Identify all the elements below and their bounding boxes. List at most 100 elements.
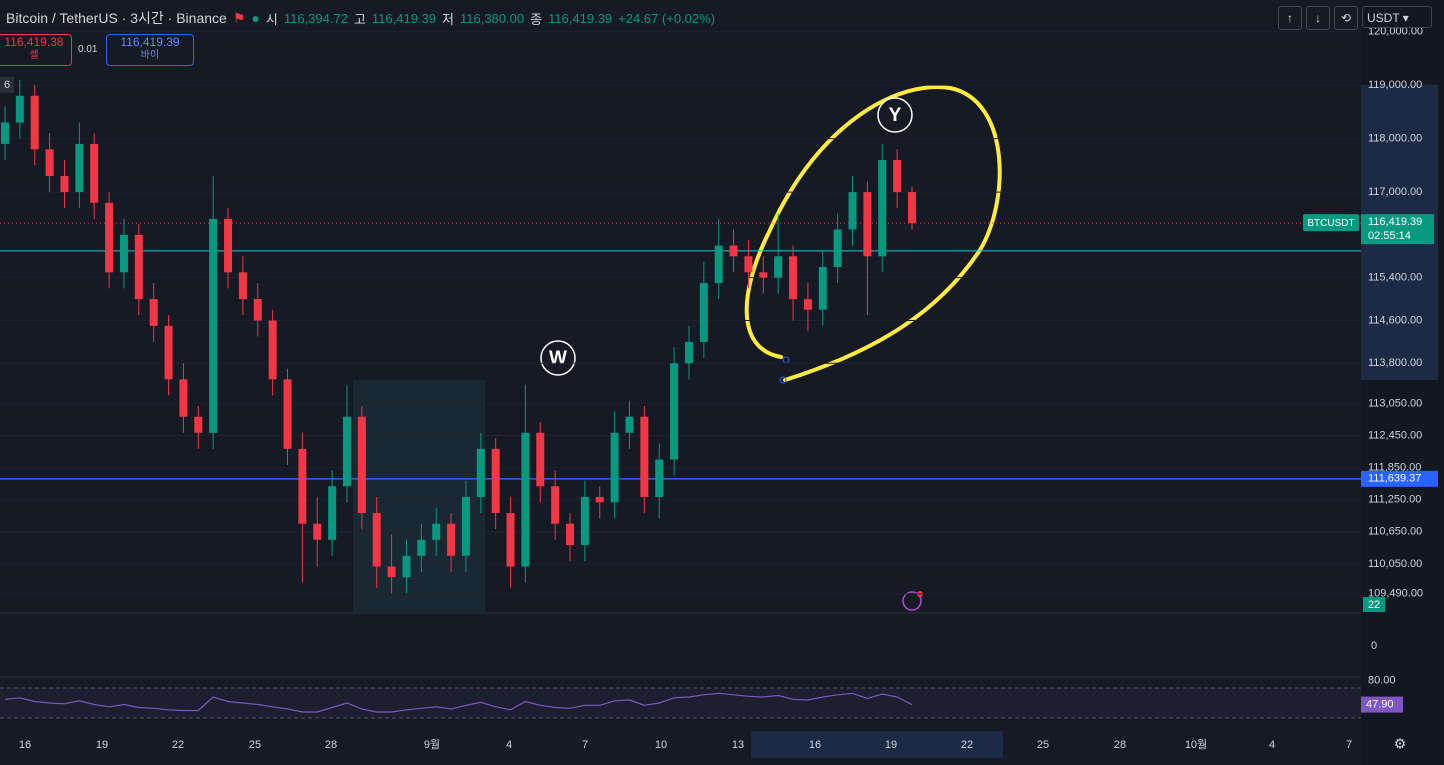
- candle-body: [699, 283, 708, 342]
- price-tag: [1361, 214, 1434, 245]
- candle-body: [30, 95, 39, 150]
- candle-body: [313, 523, 322, 540]
- candle-body: [729, 245, 738, 257]
- x-tick-label: 10: [655, 739, 667, 751]
- y-tick-label: 115,400.00: [1368, 272, 1422, 284]
- ohlc-label: 저: [442, 11, 454, 27]
- symbol-tag-text: BTCUSDT: [1307, 218, 1354, 229]
- candle-body: [372, 513, 381, 567]
- badge: 6: [0, 77, 14, 93]
- anchor: [779, 376, 787, 384]
- candle-body: [194, 416, 203, 433]
- ohlc-value: 116,419.39: [371, 10, 437, 26]
- currency-select[interactable]: USDT ▾: [1362, 6, 1432, 28]
- candle-body: [506, 513, 515, 567]
- y-tick-label: 114,600.00: [1368, 314, 1422, 326]
- candle-body: [119, 234, 128, 273]
- candle-body: [848, 192, 857, 230]
- symbol-tag: [1303, 214, 1359, 232]
- candle-body: [283, 379, 292, 449]
- buy-label: 바이: [140, 50, 160, 61]
- candle-body: [164, 325, 173, 380]
- x-tick-label: 28: [1114, 739, 1126, 751]
- candle-body: [536, 432, 545, 487]
- volume-badge: [1363, 597, 1385, 612]
- y-tick-label: 109,490.00: [1368, 588, 1423, 600]
- sell-label: 셀: [29, 50, 39, 61]
- buy-price: 116,419.39: [120, 35, 180, 49]
- wave-label: Y: [889, 105, 902, 126]
- candle-body: [461, 496, 470, 556]
- y-tick-label: 113,800.00: [1368, 357, 1422, 369]
- down-button[interactable]: ↓: [1306, 6, 1330, 30]
- wave-label: W: [549, 348, 567, 369]
- x-tick-label: 28: [325, 739, 337, 751]
- x-tick-label: 4: [506, 739, 512, 751]
- candle-body: [75, 143, 84, 193]
- candle-body: [595, 496, 604, 503]
- sell-button[interactable]: 116,419.38 셀: [0, 34, 72, 66]
- x-tick-label: 7: [1346, 739, 1352, 751]
- quantity[interactable]: 0.01: [78, 44, 98, 55]
- level-label: 111,639.37: [1368, 473, 1421, 485]
- y-tick-label: 110,050.00: [1368, 558, 1422, 570]
- y-tick-label: 112,450.00: [1368, 429, 1422, 441]
- refresh-button[interactable]: ⟲: [1334, 6, 1358, 30]
- candle-body: [268, 320, 277, 380]
- candle-body: [60, 176, 69, 193]
- alert-icon[interactable]: [902, 591, 922, 611]
- x-tick-label: 25: [249, 739, 261, 751]
- x-tick-label: 7: [582, 739, 588, 751]
- candle-body: [342, 416, 351, 487]
- candle-body: [640, 416, 649, 497]
- y-tick-label: 113,050.00: [1368, 397, 1422, 409]
- candle-body: [432, 523, 441, 540]
- candle-body: [759, 272, 768, 278]
- ohlc-value: 116,394.72: [283, 10, 348, 26]
- candle-body: [134, 234, 143, 300]
- volume-axis-label: 0: [1371, 640, 1377, 652]
- candle-body: [253, 299, 262, 321]
- candle-body: [402, 555, 411, 578]
- rsi-line: [4, 692, 913, 713]
- symbol: Bitcoin / TetherUS · 3시간 · Binance: [6, 10, 227, 26]
- candle-body: [893, 159, 902, 193]
- candle-body: [209, 218, 218, 433]
- flag[interactable]: ⚑: [232, 9, 246, 26]
- rsi-tick-label: 80.00: [1368, 674, 1396, 686]
- candle-body: [670, 363, 679, 460]
- currency: USDT: [1367, 11, 1400, 25]
- ohlc-value: 116,380.00: [459, 10, 525, 26]
- candle-body: [714, 245, 723, 284]
- x-tick-label: 22: [961, 739, 973, 751]
- y-tick-label: 111,850.00: [1368, 461, 1421, 473]
- y-tick-label: 119,000.00: [1368, 79, 1422, 91]
- up-button[interactable]: ↑: [1278, 6, 1302, 30]
- candle-body: [878, 159, 887, 257]
- candle-body: [417, 539, 426, 556]
- y-tick-label: 120,000.00: [1368, 26, 1423, 38]
- ohlc-label: 고: [353, 11, 366, 27]
- y-tick-label: 117,000.00: [1368, 186, 1422, 198]
- candle-body: [625, 416, 634, 433]
- wave-label-circle: [877, 97, 913, 133]
- price-tag-text: 116,419.39: [1368, 216, 1422, 228]
- ellipse-drawing: [744, 85, 1002, 382]
- buy-button[interactable]: 116,419.39 바이: [106, 34, 194, 66]
- x-tick-label: 25: [1037, 739, 1049, 751]
- candle-body: [476, 448, 485, 497]
- candle-body: [789, 256, 798, 300]
- candle-body: [684, 341, 693, 364]
- level-label-bg: [1361, 470, 1438, 487]
- x-tick-label: 4: [1269, 739, 1275, 751]
- candle-body: [803, 299, 812, 310]
- x-tick-label: 16: [809, 739, 821, 751]
- settings-icon[interactable]: ⚙: [1394, 736, 1407, 752]
- x-tick-label: 19: [885, 739, 897, 751]
- candle-body: [774, 256, 783, 278]
- candle-body: [580, 496, 589, 546]
- candle-body: [45, 149, 54, 177]
- candle-body: [863, 192, 872, 257]
- candle-body: [521, 432, 530, 567]
